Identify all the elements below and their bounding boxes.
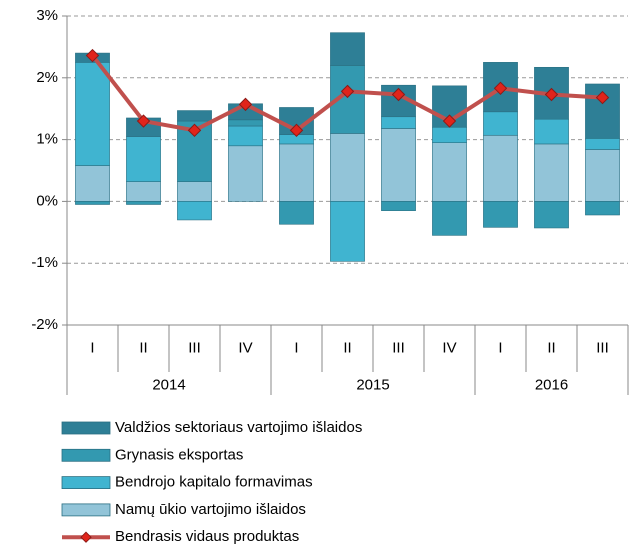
bar-segment bbox=[330, 32, 365, 66]
legend-swatch bbox=[61, 448, 111, 462]
y-tick-label: 1% bbox=[36, 131, 58, 148]
line-marker bbox=[391, 87, 406, 102]
line-marker bbox=[187, 123, 202, 138]
x-tick-label: II bbox=[343, 339, 351, 356]
bar-segment bbox=[432, 126, 467, 143]
legend-label: Bendrojo kapitalo formavimas bbox=[115, 474, 313, 491]
legend-label: Grynasis eksportas bbox=[115, 446, 243, 463]
y-tick-label: -1% bbox=[31, 254, 58, 271]
bar-segment bbox=[381, 128, 416, 202]
bar-segment bbox=[228, 119, 263, 127]
x-tick-label: III bbox=[188, 339, 201, 356]
bar-segment bbox=[228, 145, 263, 202]
line-marker bbox=[136, 114, 151, 128]
legend-marker bbox=[80, 531, 92, 543]
line-marker bbox=[595, 90, 610, 105]
y-tick-label: 3% bbox=[36, 7, 58, 24]
x-group-label: 2015 bbox=[356, 376, 389, 393]
legend-swatch bbox=[61, 421, 111, 435]
bar-segment bbox=[585, 201, 620, 216]
bar-segment bbox=[381, 201, 416, 211]
y-tick-label: -2% bbox=[31, 316, 58, 333]
bar-segment bbox=[483, 201, 518, 228]
bar-segment bbox=[330, 201, 365, 262]
bar-segment bbox=[534, 143, 569, 202]
bar-segment bbox=[381, 116, 416, 129]
bar-segment bbox=[228, 125, 263, 147]
bar-segment bbox=[126, 201, 161, 205]
bar-segment bbox=[177, 201, 212, 221]
legend-swatch bbox=[61, 503, 111, 517]
bar-segment bbox=[177, 110, 212, 122]
bar-segment bbox=[126, 136, 161, 182]
y-tick-label: 2% bbox=[36, 69, 58, 86]
bar-segment bbox=[534, 118, 569, 145]
legend-swatch bbox=[61, 476, 111, 490]
x-tick-label: III bbox=[392, 339, 405, 356]
legend-label: Namų ūkio vartojimo išlaidos bbox=[115, 501, 306, 518]
bar-segment bbox=[75, 165, 110, 202]
x-tick-label: IV bbox=[442, 339, 456, 356]
bar-segment bbox=[126, 181, 161, 202]
x-tick-label: I bbox=[90, 339, 94, 356]
bar-segment bbox=[432, 201, 467, 236]
line-marker bbox=[289, 123, 304, 138]
bar-segment bbox=[279, 143, 314, 202]
bar-segment bbox=[75, 201, 110, 205]
bar-segment bbox=[585, 149, 620, 202]
line-marker bbox=[238, 97, 253, 112]
x-tick-label: I bbox=[294, 339, 298, 356]
x-tick-label: III bbox=[596, 339, 609, 356]
x-tick-label: I bbox=[498, 339, 502, 356]
line-marker bbox=[442, 114, 457, 128]
x-tick-label: II bbox=[139, 339, 147, 356]
bar-segment bbox=[483, 134, 518, 202]
bar-segment bbox=[534, 201, 569, 229]
legend-label: Bendrasis vidaus produktas bbox=[115, 528, 299, 545]
x-group-label: 2014 bbox=[152, 376, 185, 393]
y-tick-label: 0% bbox=[36, 192, 58, 209]
bar-segment bbox=[585, 138, 620, 150]
bar-segment bbox=[483, 111, 518, 136]
line-marker bbox=[493, 81, 508, 96]
bar-segment bbox=[330, 133, 365, 202]
line-marker bbox=[340, 84, 355, 99]
x-tick-label: II bbox=[547, 339, 555, 356]
legend-label: Valdžios sektoriaus vartojimo išlaidos bbox=[115, 419, 362, 436]
x-group-label: 2016 bbox=[535, 376, 568, 393]
bar-segment bbox=[75, 62, 110, 166]
line-marker bbox=[544, 87, 559, 102]
x-tick-label: IV bbox=[238, 339, 252, 356]
bar-segment bbox=[432, 142, 467, 202]
bar-segment bbox=[177, 181, 212, 202]
line-marker bbox=[85, 48, 100, 63]
bar-segment bbox=[279, 201, 314, 225]
